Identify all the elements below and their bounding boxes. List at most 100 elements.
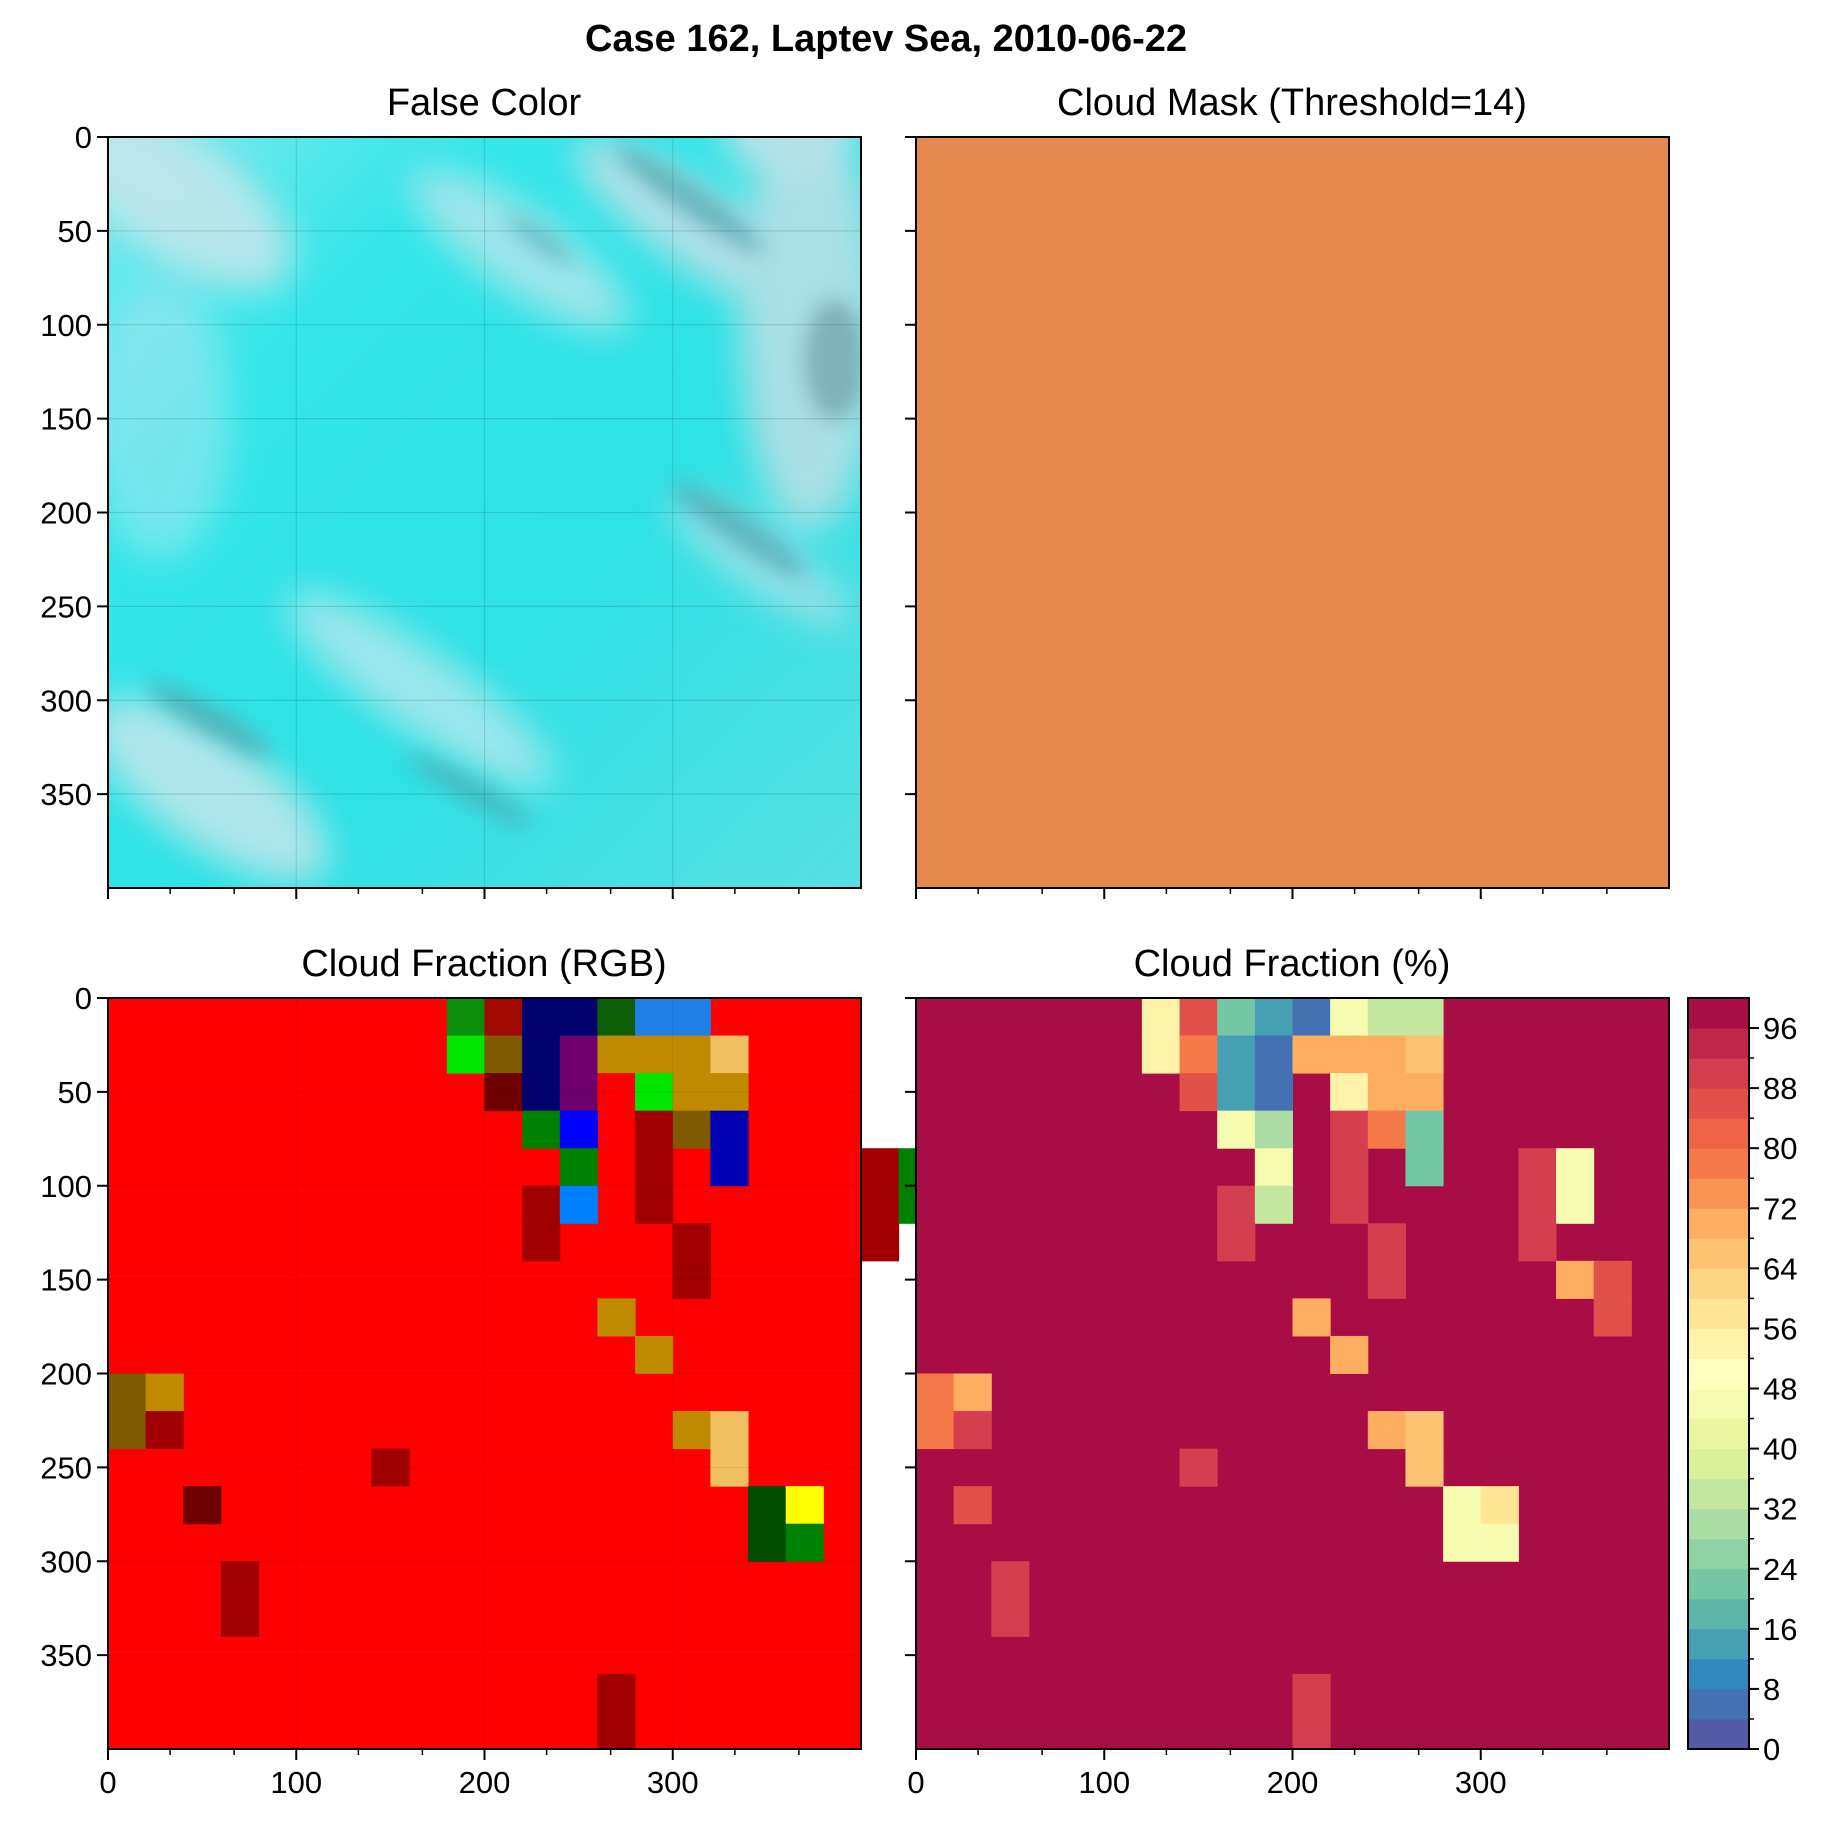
false-color-ytick-label: 300: [40, 683, 92, 718]
rgb-cell: [597, 998, 636, 1037]
pct-cell: [1330, 1148, 1369, 1187]
pct-cell: [1254, 1035, 1293, 1074]
rgb-cell: [597, 1673, 636, 1712]
rgb-cell: [522, 1073, 561, 1112]
cloud-fraction-rgb-ytick-label: 300: [40, 1544, 92, 1579]
pct-cell: [1367, 1411, 1406, 1450]
rgb-cell: [446, 998, 485, 1037]
cloud-fraction-rgb-xtick-label: 200: [459, 1765, 511, 1800]
pct-cell: [1330, 1185, 1369, 1224]
panel-title-cloud-fraction-rgb: Cloud Fraction (RGB): [301, 943, 666, 985]
rgb-cell: [522, 1185, 561, 1224]
cloud-mask-image: [916, 137, 1669, 888]
pct-cell: [1405, 1448, 1444, 1487]
rgb-cell: [710, 1411, 749, 1450]
cloud-fraction-rgb-ytick-label: 100: [40, 1169, 92, 1204]
colorbar-bin: [1688, 1088, 1749, 1119]
colorbar-tick-label: 0: [1763, 1732, 1780, 1767]
pct-cell: [1556, 1260, 1595, 1299]
false-color-ytick-label: 0: [75, 120, 92, 155]
colorbar-tick-label: 72: [1763, 1191, 1797, 1226]
cloud-fraction-rgb-ytick-label: 350: [40, 1638, 92, 1673]
pct-cell: [1405, 998, 1444, 1037]
rgb-cell: [710, 1448, 749, 1487]
cloud-fraction-rgb-ytick-label: 200: [40, 1357, 92, 1392]
false-color-ytick-label: 100: [40, 308, 92, 343]
pct-cell: [1292, 1673, 1331, 1712]
rgb-cell: [861, 1185, 900, 1224]
pct-cell: [1217, 1073, 1256, 1112]
rgb-cell: [635, 998, 674, 1037]
colorbar-bin: [1688, 1718, 1749, 1750]
rgb-cell: [371, 1448, 410, 1487]
pct-cell: [1480, 1486, 1519, 1525]
cloud-fraction-pct-panel: Cloud Fraction (%) 0 100 200 300: [905, 943, 1670, 1800]
pct-cell: [1217, 1223, 1256, 1262]
rgb-cell: [710, 1073, 749, 1112]
rgb-cell: [559, 1148, 598, 1187]
rgb-cell: [785, 1486, 824, 1525]
pct-cell: [1217, 1110, 1256, 1149]
colorbar-bin: [1688, 1268, 1749, 1299]
colorbar: 0 8 16 24 32 40 48 56 64 72 80 88 96: [1687, 997, 1797, 1767]
colorbar-frame: [1687, 997, 1750, 1750]
pct-cell: [953, 1373, 992, 1412]
colorbar-bin: [1688, 1298, 1749, 1329]
rgb-cell: [672, 1223, 711, 1262]
rgb-cell: [145, 1411, 184, 1450]
colorbar-bin: [1688, 1208, 1749, 1239]
colorbar-tick-label: 88: [1763, 1071, 1797, 1106]
rgb-cell: [635, 1148, 674, 1187]
pct-cell: [1217, 1035, 1256, 1074]
pct-cell: [1593, 1260, 1632, 1299]
colorbar-tick-label: 48: [1763, 1372, 1797, 1407]
rgb-cell: [108, 1373, 147, 1412]
colorbar-bin: [1688, 1238, 1749, 1269]
colorbar-bin: [1688, 1148, 1749, 1179]
cloud-fraction-rgb-panel: Cloud Fraction (RGB) 0 100 200 300 0 50 100 150…: [40, 943, 1013, 1800]
colorbar-bin: [1688, 1658, 1749, 1690]
cloud-fraction-rgb-ticks: 0 100 200 300 0 50 100 150 200 250 300 350: [40, 981, 800, 1800]
rgb-cell: [183, 1486, 222, 1525]
pct-cell: [1405, 1148, 1444, 1187]
pct-cell: [1179, 1448, 1218, 1487]
rgb-cell: [635, 1035, 674, 1074]
pct-cell: [1330, 1035, 1369, 1074]
cloud-fraction-pct-xtick-label: 300: [1455, 1765, 1507, 1800]
colorbar-bin: [1688, 1178, 1749, 1209]
rgb-cell: [785, 1523, 824, 1562]
colorbar-tick-label: 16: [1763, 1612, 1797, 1647]
pct-cell: [1254, 1185, 1293, 1224]
rgb-cell: [484, 1073, 523, 1112]
pct-cell: [1330, 1335, 1369, 1374]
pct-cell: [1518, 1148, 1557, 1187]
pct-cell: [1443, 1523, 1482, 1562]
cloud-fraction-pct-xtick-label: 200: [1267, 1765, 1319, 1800]
rgb-cell: [635, 1073, 674, 1112]
pct-cell: [1141, 1035, 1181, 1074]
rgb-cell: [559, 1035, 598, 1074]
colorbar-tick-label: 32: [1763, 1492, 1797, 1527]
pct-cell: [1556, 1148, 1595, 1187]
colorbar-bin: [1688, 1028, 1749, 1059]
rgb-cell: [672, 1110, 711, 1149]
pct-cell: [991, 1561, 1030, 1600]
false-color-image: [108, 137, 861, 888]
rgb-cell: [672, 998, 711, 1037]
rgb-cell: [522, 1110, 561, 1149]
pct-cell: [1518, 1185, 1557, 1224]
rgb-cell: [710, 1148, 749, 1187]
rgb-cell: [484, 1035, 523, 1074]
pct-cell: [1292, 1298, 1331, 1337]
cloud-fraction-rgb-xtick-label: 0: [99, 1765, 116, 1800]
pct-cell: [1179, 998, 1218, 1037]
pct-cell: [1367, 998, 1406, 1037]
pct-cell: [1330, 1073, 1369, 1112]
rgb-cell: [672, 1073, 711, 1112]
rgb-cell: [597, 1073, 636, 1112]
rgb-cell: [522, 1223, 561, 1262]
rgb-cell: [861, 1148, 900, 1187]
rgb-cell: [108, 1411, 147, 1450]
rgb-cell: [597, 1035, 636, 1074]
pct-cell: [1367, 1110, 1406, 1149]
